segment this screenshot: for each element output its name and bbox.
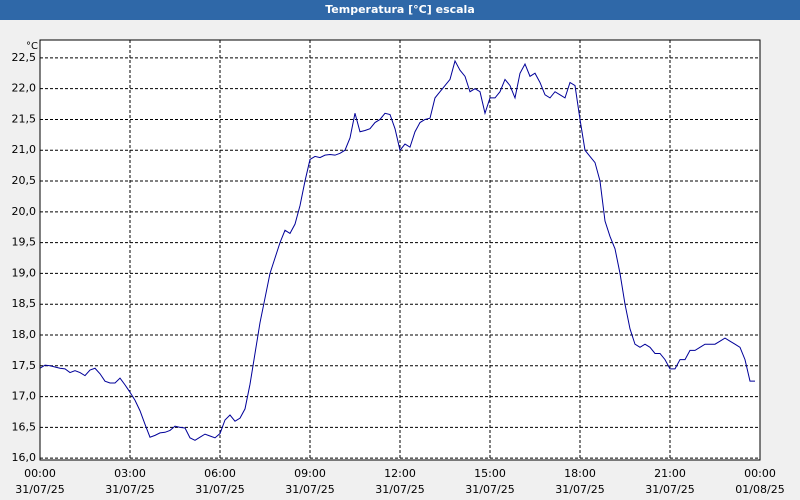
y-tick-label: 21,0: [12, 143, 37, 156]
x-tick-date: 31/07/25: [645, 483, 694, 496]
x-tick-date: 31/07/25: [465, 483, 514, 496]
y-tick-label: 16,5: [12, 420, 37, 433]
y-tick-label: 22,0: [12, 82, 37, 95]
x-tick-label: 12:00: [384, 467, 416, 480]
x-tick-label: 00:00: [744, 467, 776, 480]
x-tick-label: 18:00: [564, 467, 596, 480]
x-tick-label: 09:00: [294, 467, 326, 480]
x-tick-date: 31/07/25: [375, 483, 424, 496]
y-tick-label: 17,5: [12, 359, 37, 372]
temperature-line: [39, 59, 755, 441]
x-tick-label: 00:00: [24, 467, 56, 480]
x-tick-label: 03:00: [114, 467, 146, 480]
y-unit: °C: [26, 41, 38, 52]
y-tick-label: 20,5: [12, 174, 37, 187]
y-tick-label: 19,0: [12, 266, 37, 279]
x-tick-date: 31/07/25: [195, 483, 244, 496]
plot-border: [39, 39, 761, 461]
x-tick-label: 21:00: [654, 467, 686, 480]
x-tick-date: 01/08/25: [735, 483, 784, 496]
y-tick-label: 22,5: [12, 51, 37, 64]
y-tick-label: 18,5: [12, 297, 37, 310]
y-tick-label: 16,0: [12, 451, 37, 464]
y-tick-label: 21,5: [12, 112, 37, 125]
y-tick-label: 18,0: [12, 328, 37, 341]
x-tick-date: 31/07/25: [15, 483, 64, 496]
title-bar: [0, 0, 800, 20]
y-tick-label: 19,5: [12, 236, 37, 249]
x-tick-label: 06:00: [204, 467, 236, 480]
x-tick-label: 15:00: [474, 467, 506, 480]
y-tick-label: 17,0: [12, 390, 37, 403]
x-tick-date: 31/07/25: [105, 483, 154, 496]
chart-title: Temperatura [°C] escala: [325, 3, 475, 16]
y-tick-label: 20,0: [12, 205, 37, 218]
x-tick-date: 31/07/25: [555, 483, 604, 496]
x-tick-date: 31/07/25: [285, 483, 334, 496]
